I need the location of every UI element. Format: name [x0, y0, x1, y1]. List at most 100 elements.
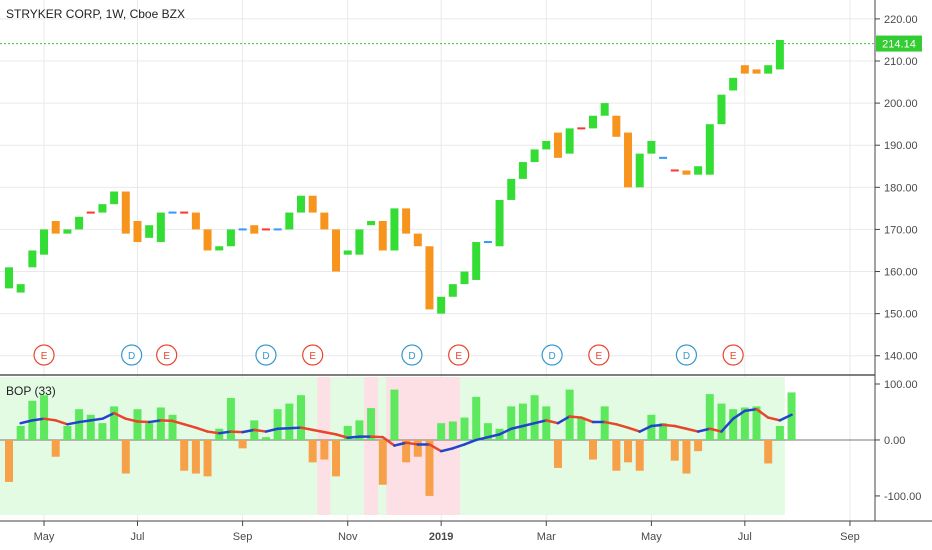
earnings-marker[interactable]: E [722, 344, 744, 366]
bop-bar[interactable] [86, 414, 95, 440]
bop-bar[interactable] [764, 439, 773, 464]
price-bar[interactable] [624, 132, 633, 188]
bop-bar[interactable] [530, 395, 539, 440]
price-bar[interactable] [250, 225, 259, 234]
bop-bar[interactable] [705, 394, 714, 440]
price-bar[interactable] [612, 115, 621, 137]
price-bar[interactable] [40, 229, 49, 255]
bop-bar[interactable] [775, 425, 784, 440]
price-bar[interactable] [332, 229, 341, 272]
bop-bar[interactable] [448, 421, 457, 440]
bop-bar[interactable] [285, 403, 294, 440]
price-bar[interactable] [355, 229, 364, 255]
bop-bar[interactable] [565, 389, 574, 440]
bop-bar[interactable] [168, 414, 177, 440]
bop-bar[interactable] [16, 425, 25, 440]
event-circle[interactable] [588, 344, 610, 366]
bop-bar[interactable] [694, 439, 703, 452]
price-bar[interactable] [308, 195, 317, 213]
bop-bar[interactable] [75, 409, 84, 440]
bop-bar[interactable] [191, 439, 200, 474]
event-circle[interactable] [156, 344, 178, 366]
price-bar[interactable] [86, 211, 95, 214]
price-bar[interactable] [343, 250, 352, 255]
price-bar[interactable] [191, 212, 200, 230]
bop-bar[interactable] [740, 407, 749, 440]
bop-bar[interactable] [390, 389, 399, 440]
bop-bar[interactable] [145, 423, 154, 440]
bop-bar[interactable] [320, 439, 329, 460]
price-bar[interactable] [577, 127, 586, 130]
bop-bar[interactable] [121, 439, 130, 474]
bop-bar[interactable] [238, 439, 247, 449]
price-bar[interactable] [694, 166, 703, 175]
bop-bar[interactable] [51, 439, 60, 457]
price-axis[interactable]: 220.00 210.00 200.00 190.00 180.00 170.00 160.… [875, 14, 918, 363]
price-bar[interactable] [297, 195, 305, 213]
dividend-marker[interactable]: D [255, 344, 277, 366]
price-bar[interactable] [75, 216, 84, 230]
price-bar[interactable] [51, 221, 60, 234]
earnings-marker[interactable]: E [302, 344, 324, 366]
price-bar[interactable] [647, 141, 656, 154]
bop-bar[interactable] [577, 417, 586, 440]
price-bar[interactable] [448, 284, 457, 297]
price-bar[interactable] [717, 94, 726, 125]
event-circle[interactable] [121, 344, 143, 366]
price-bar[interactable] [413, 233, 422, 247]
event-circle[interactable] [255, 344, 277, 366]
bop-bar[interactable] [635, 439, 644, 471]
dividend-marker[interactable]: D [541, 344, 563, 366]
price-bar[interactable] [320, 212, 329, 230]
bop-bar[interactable] [402, 439, 411, 463]
price-bar[interactable] [495, 199, 504, 247]
price-bar[interactable] [553, 132, 562, 158]
price-bar[interactable] [261, 228, 270, 231]
price-bar[interactable] [425, 246, 434, 310]
price-bar[interactable] [402, 208, 411, 234]
earnings-marker[interactable]: E [448, 344, 470, 366]
price-bar[interactable] [110, 191, 119, 205]
bop-bar[interactable] [63, 425, 72, 440]
bop-bar[interactable] [367, 408, 376, 440]
price-bar[interactable] [600, 103, 609, 116]
price-bar[interactable] [472, 242, 481, 280]
bop-bar[interactable] [612, 439, 621, 471]
bop-bar[interactable] [156, 407, 165, 440]
price-bar[interactable] [180, 211, 189, 214]
price-bar[interactable] [682, 170, 691, 175]
price-bar[interactable] [460, 271, 469, 285]
bop-bar[interactable] [203, 439, 212, 477]
price-bar[interactable] [367, 221, 376, 226]
earnings-marker[interactable]: E [156, 344, 178, 366]
price-bar[interactable] [740, 65, 749, 74]
price-bar[interactable] [507, 178, 516, 200]
bop-bar[interactable] [110, 406, 119, 440]
bop-bar[interactable] [752, 406, 761, 440]
price-bar[interactable] [518, 162, 527, 179]
bop-bar[interactable] [98, 423, 107, 440]
price-bar[interactable] [63, 229, 72, 234]
bop-bar[interactable] [343, 425, 352, 440]
bop-bar[interactable] [180, 439, 189, 471]
price-bar[interactable] [28, 250, 37, 268]
event-circle[interactable] [541, 344, 563, 366]
price-bar[interactable] [670, 169, 679, 172]
price-bar[interactable] [238, 228, 247, 231]
price-bar[interactable] [273, 228, 282, 231]
bop-bar[interactable] [472, 396, 481, 440]
dividend-marker[interactable]: D [121, 344, 143, 366]
event-circle[interactable] [302, 344, 324, 366]
event-circle[interactable] [33, 344, 55, 366]
price-bar[interactable] [705, 124, 714, 175]
bop-bar[interactable] [226, 397, 235, 440]
price-bar[interactable] [378, 221, 387, 251]
price-bar[interactable] [565, 128, 574, 154]
bop-bar[interactable] [507, 406, 516, 440]
bop-bar[interactable] [5, 439, 13, 482]
price-bar[interactable] [156, 212, 165, 243]
bop-bar[interactable] [308, 439, 317, 463]
bop-bar[interactable] [332, 439, 341, 477]
bop-bar[interactable] [133, 409, 142, 440]
